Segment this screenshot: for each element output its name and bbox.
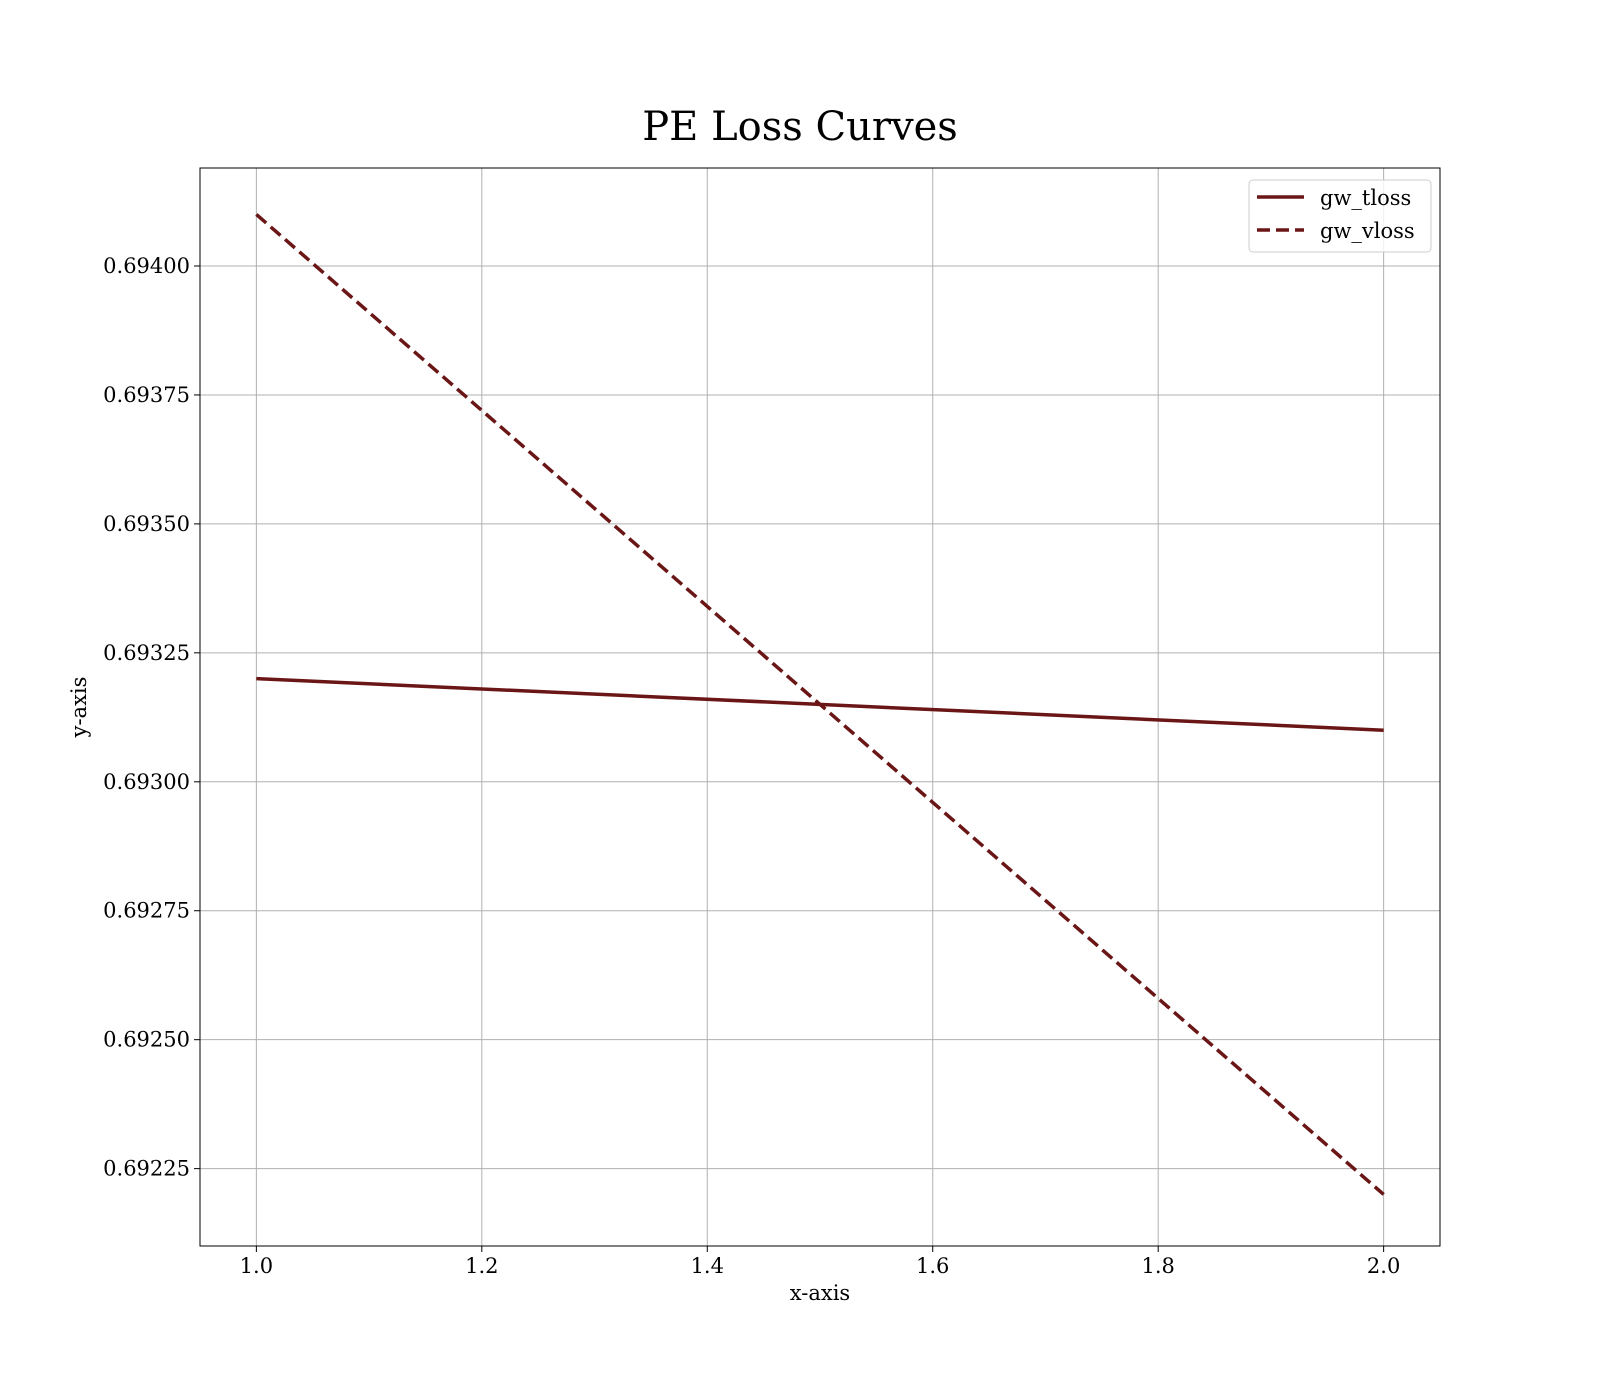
series-line-gw-vloss [255,213,1385,1196]
legend: gw_tloss gw_vloss [1248,179,1432,253]
y-tick-label: 0.69400 [103,254,190,278]
y-axis-ticks: 0.69225 0.69250 0.69275 0.69300 0.69325 0.693… [103,254,200,1181]
x-tick-label: 1.8 [1141,1254,1174,1278]
grid [200,168,1440,1246]
x-tick-label: 1.0 [240,1254,273,1278]
legend-label-gw-tloss: gw_tloss [1320,186,1411,210]
y-tick-label: 0.69325 [103,641,190,665]
chart-title: PE Loss Curves [642,104,958,150]
y-tick-label: 0.69250 [103,1028,190,1052]
y-tick-label: 0.69300 [103,770,190,794]
plot-frame [199,167,1441,1247]
y-tick-label: 0.69375 [103,383,190,407]
x-tick-label: 1.6 [916,1254,949,1278]
x-axis-label: x-axis [790,1281,850,1305]
y-axis-label: y-axis [67,677,91,739]
legend-label-gw-vloss: gw_vloss [1320,219,1415,243]
y-tick-label: 0.69350 [103,512,190,536]
x-tick-label: 1.2 [465,1254,498,1278]
x-tick-label: 1.4 [691,1254,724,1278]
x-axis-ticks: 1.0 1.2 1.4 1.6 1.8 2.0 [240,1246,1400,1278]
series-group [255,213,1385,1196]
y-tick-label: 0.69225 [103,1157,190,1181]
y-tick-label: 0.69275 [103,899,190,923]
x-tick-label: 2.0 [1367,1254,1400,1278]
